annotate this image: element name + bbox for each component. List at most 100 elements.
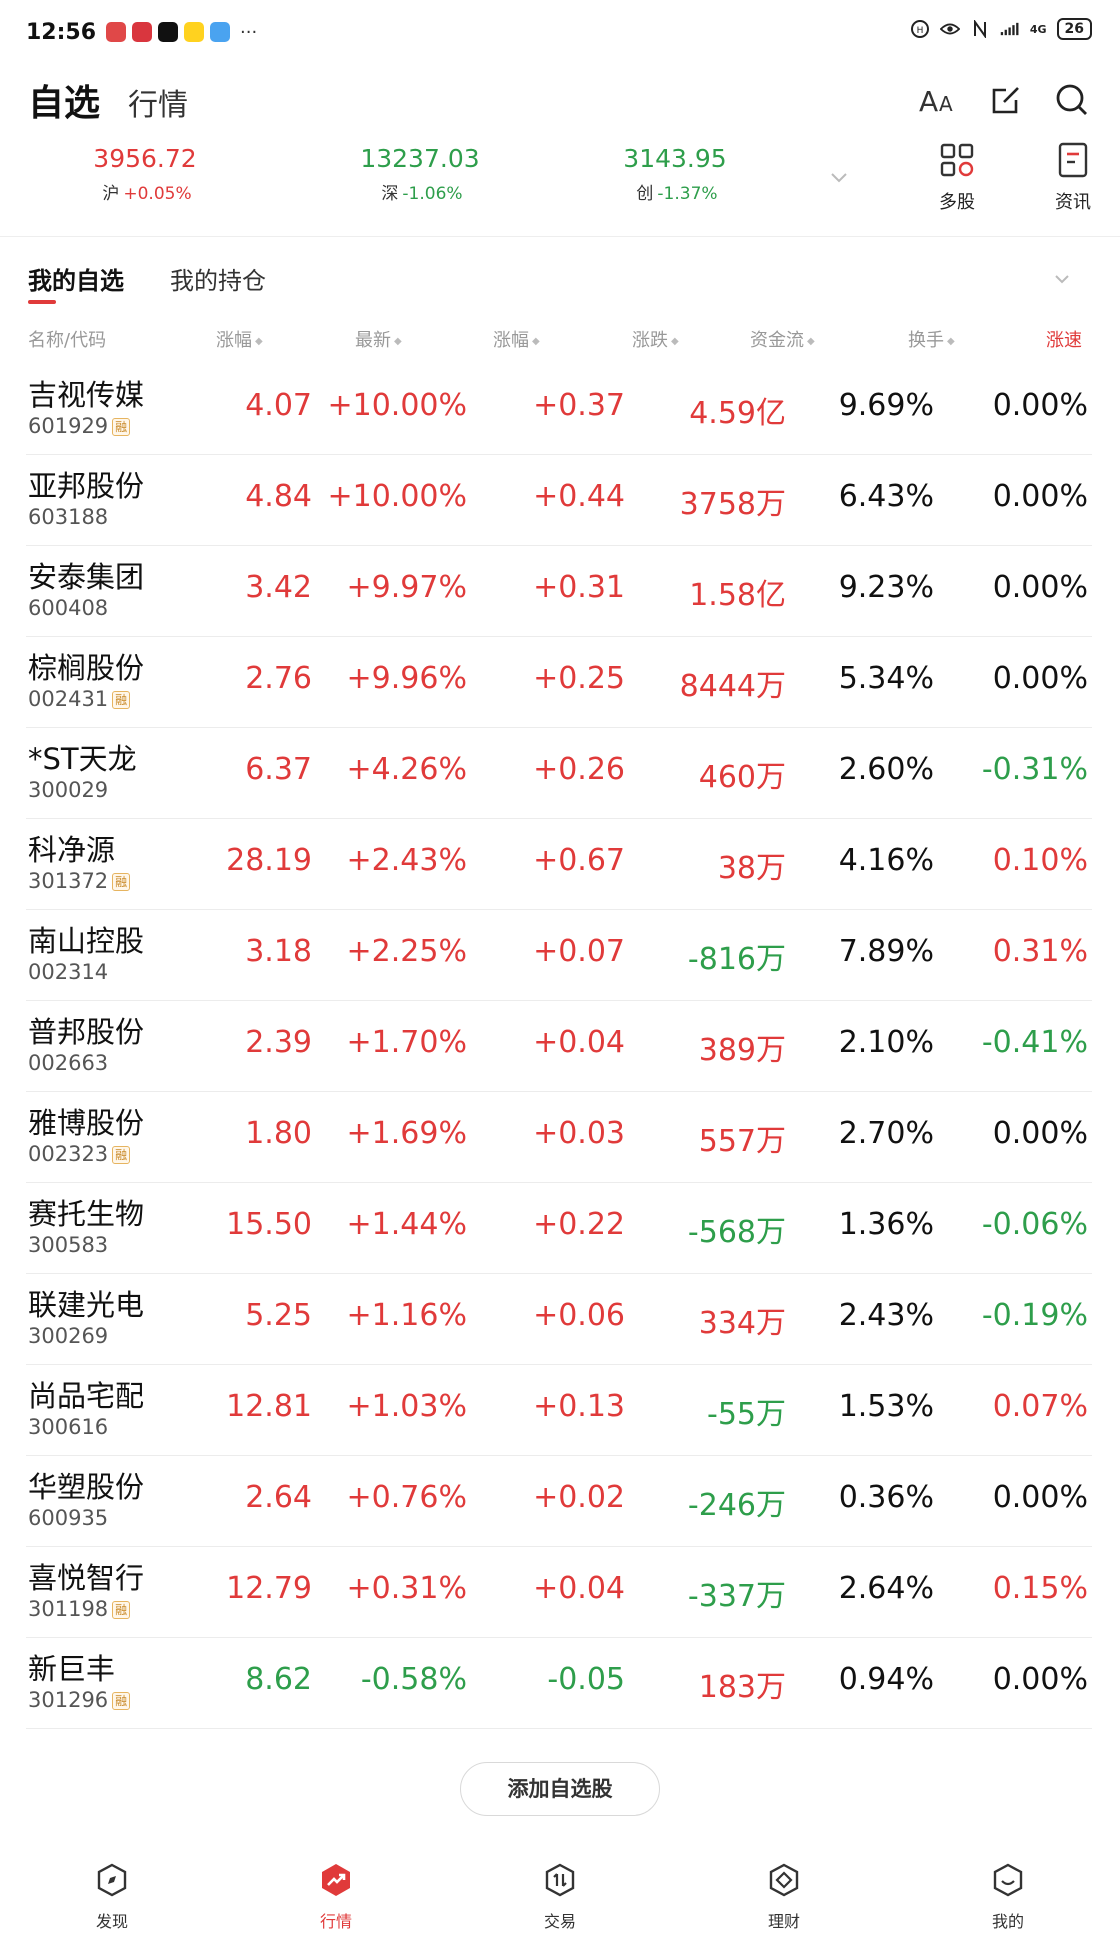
index-sh[interactable]: 3956.72 沪 +0.05% xyxy=(70,144,220,204)
multi-stock-label: 多股 xyxy=(939,192,975,213)
stock-price: 6.37 xyxy=(245,752,312,787)
col-change-pct[interactable]: 涨幅 ◆ xyxy=(216,326,263,352)
stock-row[interactable]: 普邦股份 002663 2.39 +1.70% +0.04 389万 2.10% -0.41% xyxy=(26,1001,1092,1092)
chevron-down-icon[interactable] xyxy=(828,166,850,188)
index-sz[interactable]: 13237.03 深 -1.06% xyxy=(340,144,500,204)
nav-label: 发现 xyxy=(95,1912,128,1931)
col-fund-flow[interactable]: 资金流 ◆ xyxy=(750,326,815,352)
tab-watchlist[interactable]: 自选 xyxy=(28,83,101,124)
stock-row[interactable]: *ST天龙 300029 6.37 +4.26% +0.26 460万 2.60% -0.31… xyxy=(26,728,1092,819)
stock-change-pct: +0.76% xyxy=(346,1480,467,1515)
svg-text:H: H xyxy=(916,26,923,36)
col-change-pct-2[interactable]: 涨幅 ◆ xyxy=(493,326,540,352)
margin-badge: 融 xyxy=(112,1146,131,1164)
stock-code: 300583 xyxy=(28,1233,109,1257)
tab-my-holdings[interactable]: 我的持仓 xyxy=(170,267,266,295)
stock-change-amt: +0.02 xyxy=(533,1480,625,1515)
nav-wealth[interactable]: 理财 xyxy=(744,1862,824,1932)
stock-turnover: 0.36% xyxy=(838,1480,934,1515)
stock-change-pct: +1.70% xyxy=(346,1025,467,1060)
tab-my-watchlist[interactable]: 我的自选 xyxy=(28,267,124,295)
stock-price: 8.62 xyxy=(245,1662,312,1697)
chevron-down-icon[interactable] xyxy=(1052,269,1072,289)
trend-up-icon xyxy=(322,1864,350,1896)
stock-fund-flow: 557万 xyxy=(698,1124,786,1159)
stock-price: 1.80 xyxy=(245,1116,312,1151)
stock-change-pct: +1.69% xyxy=(346,1116,467,1151)
col-latest[interactable]: 最新 ◆ xyxy=(355,326,402,352)
stock-fund-flow: 460万 xyxy=(698,760,786,795)
nav-market[interactable]: 行情 xyxy=(296,1862,376,1932)
stock-price: 5.25 xyxy=(245,1298,312,1333)
stock-turnover: 2.64% xyxy=(838,1571,934,1606)
compass-icon xyxy=(97,1863,127,1897)
col-turnover[interactable]: 换手 ◆ xyxy=(908,326,955,352)
edit-icon[interactable] xyxy=(986,80,1026,120)
stock-fund-flow: 1.58亿 xyxy=(689,578,786,613)
tiktok-notification-icon xyxy=(158,22,179,42)
margin-badge: 融 xyxy=(112,691,131,709)
stock-change-pct: +4.26% xyxy=(346,752,467,787)
stock-row[interactable]: 新巨丰 301296 融 8.62 -0.58% -0.05 183万 0.94% 0.00% xyxy=(26,1638,1092,1729)
stock-turnover: 7.89% xyxy=(838,934,934,969)
sort-icon: ◆ xyxy=(532,336,540,347)
stock-name: 新巨丰 xyxy=(28,1652,116,1686)
stock-code-wrap: 601929 融 xyxy=(28,414,131,438)
nav-discover[interactable]: 发现 xyxy=(72,1862,152,1932)
divider xyxy=(0,236,1120,237)
stock-code: 601929 xyxy=(28,414,109,438)
stock-change-amt: +0.04 xyxy=(533,1571,625,1606)
stock-price: 2.39 xyxy=(245,1025,312,1060)
stock-row[interactable]: 尚品宅配 300616 12.81 +1.03% +0.13 -55万 1.53% 0.07% xyxy=(26,1365,1092,1456)
col-change-amt[interactable]: 涨跌 ◆ xyxy=(632,326,679,352)
col-name-code: 名称/代码 xyxy=(28,330,107,351)
stock-row[interactable]: 南山控股 002314 3.18 +2.25% +0.07 -816万 7.89% 0.31% xyxy=(26,910,1092,1001)
stock-fund-flow: 389万 xyxy=(698,1033,786,1068)
news-icon xyxy=(1058,142,1088,178)
stock-code: 002663 xyxy=(28,1051,109,1075)
stock-row[interactable]: 联建光电 300269 5.25 +1.16% +0.06 334万 2.43% -0.19% xyxy=(26,1274,1092,1365)
stock-row[interactable]: 喜悦智行 301198 融 12.79 +0.31% +0.04 -337万 2.64% 0.1… xyxy=(26,1547,1092,1638)
stock-row[interactable]: 雅博股份 002323 融 1.80 +1.69% +0.03 557万 2.70% 0.00% xyxy=(26,1092,1092,1183)
stock-row[interactable]: 安泰集团 600408 3.42 +9.97% +0.31 1.58亿 9.23% 0.00% xyxy=(26,546,1092,637)
stock-code: 600408 xyxy=(28,596,109,620)
col-label: 资金流 xyxy=(750,330,804,351)
stock-row[interactable]: 赛托生物 300583 15.50 +1.44% +0.22 -568万 1.36% -0.0… xyxy=(26,1183,1092,1274)
stock-fund-flow: 8444万 xyxy=(679,669,786,704)
search-icon[interactable] xyxy=(1052,80,1092,120)
sort-icon: ◆ xyxy=(947,336,955,347)
col-label: 涨跌 xyxy=(632,330,668,351)
stock-price: 4.07 xyxy=(245,388,312,423)
stock-code-wrap: 600935 xyxy=(28,1506,108,1530)
stock-name: 吉视传媒 xyxy=(28,378,145,412)
add-watchlist-button[interactable]: 添加自选股 xyxy=(460,1762,660,1816)
stock-fund-flow: -55万 xyxy=(707,1397,786,1432)
nav-trade[interactable]: 交易 xyxy=(520,1862,600,1932)
stock-turnover: 2.60% xyxy=(838,752,934,787)
stock-name: 华塑股份 xyxy=(28,1470,145,1504)
margin-badge: 融 xyxy=(112,418,131,436)
stock-row[interactable]: 吉视传媒 601929 融 4.07 +10.00% +0.37 4.59亿 9.69% 0.0… xyxy=(26,364,1092,455)
stock-speed: 0.31% xyxy=(992,934,1088,969)
stock-row[interactable]: 华塑股份 600935 2.64 +0.76% +0.02 -246万 0.36% 0.00% xyxy=(26,1456,1092,1547)
app-notification-icon xyxy=(132,22,153,42)
nav-profile[interactable]: 我的 xyxy=(968,1862,1048,1932)
stock-turnover: 2.43% xyxy=(838,1298,934,1333)
index-cy[interactable]: 3143.95 创 -1.37% xyxy=(600,144,750,204)
news-button[interactable]: 资讯 xyxy=(1038,140,1108,214)
stock-speed: 0.00% xyxy=(992,479,1088,514)
tab-market[interactable]: 行情 xyxy=(128,88,188,123)
stock-row[interactable]: 科净源 301372 融 28.19 +2.43% +0.67 38万 4.16% 0.10% xyxy=(26,819,1092,910)
multi-stock-button[interactable]: 多股 xyxy=(922,140,992,214)
stock-name: 亚邦股份 xyxy=(28,469,145,503)
stock-row[interactable]: 棕榈股份 002431 融 2.76 +9.96% +0.25 8444万 5.34% 0.00… xyxy=(26,637,1092,728)
stock-change-amt: +0.67 xyxy=(533,843,625,878)
stock-turnover: 1.36% xyxy=(838,1207,934,1242)
stock-turnover: 9.23% xyxy=(838,570,934,605)
stock-code-wrap: 301296 融 xyxy=(28,1688,131,1712)
stock-fund-flow: -246万 xyxy=(687,1488,786,1523)
col-speed[interactable]: 涨速 xyxy=(1046,330,1082,351)
stock-row[interactable]: 亚邦股份 603188 4.84 +10.00% +0.44 3758万 6.43% 0.00… xyxy=(26,455,1092,546)
stock-code: 002431 xyxy=(28,687,109,711)
